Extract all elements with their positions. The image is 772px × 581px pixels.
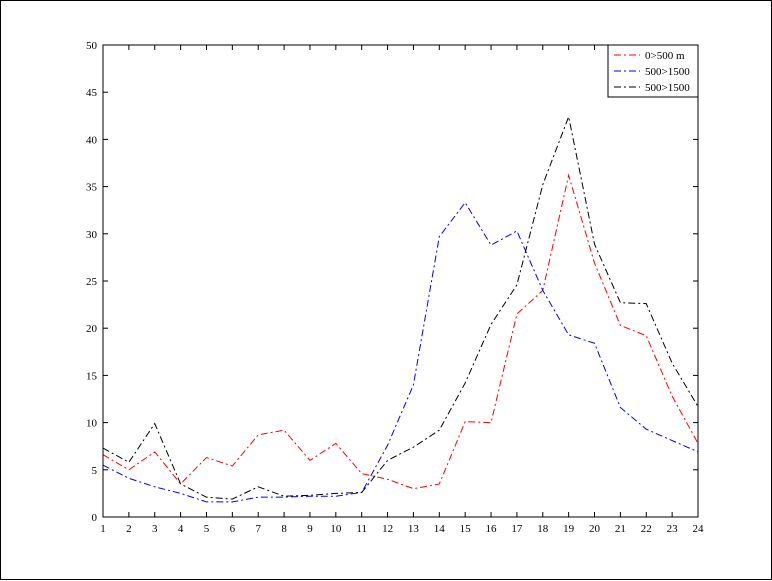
legend: 0>500 m 500>1500 500>1500 bbox=[607, 44, 699, 98]
x-tick-label: 5 bbox=[204, 523, 210, 535]
y-tick-label: 35 bbox=[86, 182, 98, 194]
y-tick-label: 40 bbox=[86, 134, 98, 146]
x-tick-label: 23 bbox=[667, 523, 679, 535]
x-tick-label: 1 bbox=[100, 523, 106, 535]
legend-label-3: 500>1500 bbox=[645, 82, 690, 94]
y-axis: 0 5 10 15 20 25 30 35 40 45 50 bbox=[86, 40, 698, 524]
x-tick-label: 21 bbox=[615, 523, 626, 535]
x-tick-label: 3 bbox=[152, 523, 158, 535]
y-tick-label: 20 bbox=[86, 323, 98, 335]
legend-box bbox=[607, 44, 699, 98]
x-axis: 1 2 3 4 5 6 7 8 9 10 11 12 13 14 15 16 17 18 19 20 21 22 23 24 bbox=[100, 45, 704, 535]
y-tick-label: 15 bbox=[86, 370, 98, 382]
x-tick-label: 10 bbox=[330, 523, 342, 535]
x-tick-label: 19 bbox=[563, 523, 575, 535]
y-tick-label: 45 bbox=[86, 87, 98, 99]
x-tick-label: 7 bbox=[255, 523, 261, 535]
y-tick-label: 10 bbox=[86, 418, 98, 430]
x-tick-label: 16 bbox=[486, 523, 498, 535]
x-tick-label: 20 bbox=[589, 523, 601, 535]
series-line-2 bbox=[102, 201, 699, 503]
x-tick-label: 11 bbox=[356, 523, 367, 535]
legend-label-2: 500>1500 bbox=[645, 66, 690, 78]
x-tick-label: 6 bbox=[230, 523, 236, 535]
y-tick-label: 30 bbox=[86, 229, 98, 241]
x-tick-label: 13 bbox=[408, 523, 420, 535]
y-tick-label: 50 bbox=[86, 40, 98, 52]
legend-label-1: 0>500 m bbox=[645, 50, 685, 62]
x-tick-label: 18 bbox=[537, 523, 549, 535]
y-tick-label: 5 bbox=[92, 465, 98, 477]
x-tick-label: 15 bbox=[460, 523, 472, 535]
plot-area-frame bbox=[102, 44, 699, 518]
x-tick-label: 2 bbox=[126, 523, 132, 535]
x-tick-label: 14 bbox=[434, 523, 446, 535]
series-line-1 bbox=[102, 173, 699, 490]
x-tick-label: 12 bbox=[382, 523, 393, 535]
x-tick-label: 22 bbox=[641, 523, 652, 535]
x-tick-label: 8 bbox=[281, 523, 287, 535]
x-tick-label: 17 bbox=[511, 523, 523, 535]
legend-entries: 0>500 m 500>1500 500>1500 bbox=[614, 50, 690, 94]
x-tick-label: 4 bbox=[178, 523, 184, 535]
y-tick-label: 0 bbox=[92, 512, 98, 524]
x-tick-label: 24 bbox=[693, 523, 705, 535]
y-tick-label: 25 bbox=[86, 276, 98, 288]
x-tick-label: 9 bbox=[307, 523, 313, 535]
series-line-3 bbox=[102, 114, 699, 500]
series-layer bbox=[102, 114, 699, 503]
